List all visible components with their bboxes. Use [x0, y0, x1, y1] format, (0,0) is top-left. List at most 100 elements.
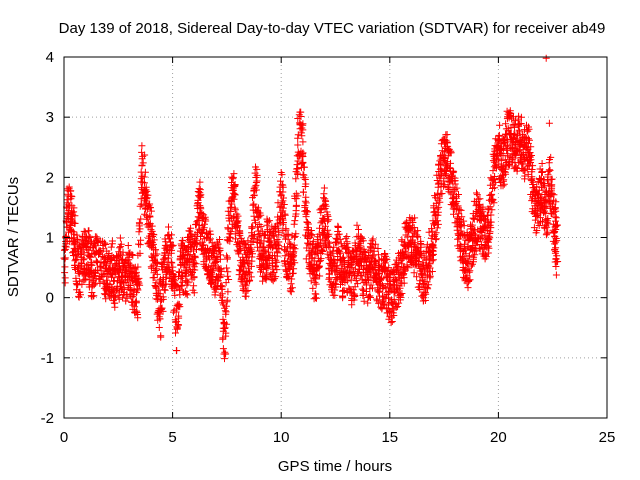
data-point	[270, 269, 278, 276]
data-point	[392, 275, 400, 283]
data-point	[287, 288, 295, 296]
data-point	[372, 240, 380, 248]
data-point	[322, 202, 330, 210]
data-point	[117, 240, 125, 248]
data-point	[293, 165, 301, 173]
data-point	[294, 157, 302, 165]
data-point	[272, 273, 280, 281]
data-point	[224, 288, 232, 296]
data-point	[125, 281, 133, 289]
data-point	[86, 234, 94, 241]
data-point	[373, 295, 381, 303]
data-point	[222, 310, 230, 318]
data-point	[367, 281, 375, 289]
data-point	[116, 234, 124, 242]
data-point	[159, 307, 167, 315]
data-point	[257, 223, 265, 231]
data-point	[280, 194, 287, 202]
data-point	[71, 219, 79, 227]
data-point	[346, 268, 354, 276]
data-point	[275, 238, 283, 246]
data-point	[330, 243, 338, 251]
data-point	[103, 276, 111, 284]
data-point	[187, 224, 195, 232]
data-point	[335, 230, 343, 238]
data-point	[245, 268, 253, 276]
data-point	[411, 261, 419, 269]
data-point	[149, 230, 157, 238]
data-point	[72, 256, 80, 264]
y-tick-label: 3	[46, 109, 54, 126]
data-point	[396, 284, 404, 292]
data-point	[263, 221, 271, 229]
data-point	[155, 324, 163, 331]
data-point	[168, 231, 175, 239]
data-point	[134, 286, 142, 294]
data-point	[137, 215, 145, 223]
data-point	[279, 204, 287, 212]
data-point	[421, 297, 429, 304]
data-point	[135, 274, 143, 282]
data-point	[148, 264, 156, 272]
data-point	[312, 280, 320, 288]
data-point	[172, 329, 179, 337]
data-point	[500, 180, 508, 188]
data-point	[332, 283, 340, 291]
data-point	[413, 273, 421, 281]
data-point	[148, 222, 156, 230]
data-point	[164, 264, 172, 272]
y-tick-label: -2	[41, 410, 54, 427]
data-point	[224, 254, 231, 262]
data-point	[355, 244, 363, 252]
data-point	[180, 242, 188, 249]
data-point	[124, 242, 132, 249]
data-point	[319, 248, 327, 255]
data-point	[172, 308, 180, 316]
data-point	[323, 208, 331, 216]
data-point	[411, 214, 419, 222]
data-point	[250, 231, 258, 238]
data-point	[280, 201, 288, 208]
data-point	[291, 217, 299, 225]
data-point	[228, 200, 236, 208]
data-point	[414, 233, 422, 240]
data-point	[383, 291, 391, 298]
x-tick-label: 25	[599, 429, 616, 446]
data-point	[106, 260, 114, 268]
data-point	[223, 252, 231, 260]
data-point	[116, 244, 124, 252]
data-point	[299, 158, 307, 166]
data-point	[174, 321, 182, 329]
data-point	[299, 171, 307, 179]
data-point	[180, 252, 187, 260]
data-point	[456, 206, 464, 214]
data-point	[429, 256, 437, 264]
y-tick-label: -1	[41, 350, 54, 367]
data-point	[93, 239, 101, 247]
data-point	[473, 189, 480, 197]
data-point	[146, 212, 154, 220]
data-point	[291, 245, 299, 253]
data-point	[73, 252, 81, 260]
data-point	[313, 294, 320, 302]
data-point	[246, 269, 254, 277]
data-point	[289, 269, 297, 277]
data-point	[168, 242, 176, 250]
data-point	[107, 243, 115, 251]
data-point	[219, 315, 227, 323]
data-point	[282, 226, 290, 234]
data-point	[410, 224, 418, 232]
data-point	[261, 247, 269, 255]
data-point	[382, 284, 390, 292]
data-point	[394, 303, 402, 310]
grid-lines	[64, 57, 607, 418]
data-point	[308, 231, 315, 239]
data-point	[217, 267, 225, 275]
data-point	[355, 226, 362, 233]
data-point	[192, 260, 200, 268]
data-point	[294, 169, 302, 177]
data-point	[102, 295, 110, 303]
data-point	[551, 233, 559, 241]
data-point	[388, 318, 396, 325]
data-point	[343, 277, 351, 285]
